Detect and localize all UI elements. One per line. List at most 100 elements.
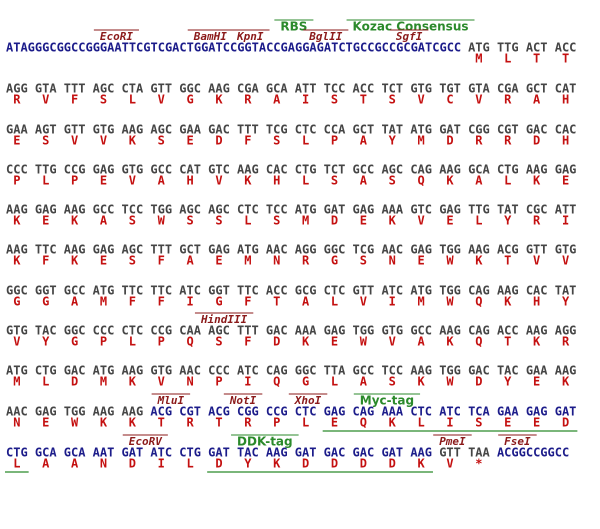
codon: CGG: [237, 405, 259, 419]
codon: CAG: [468, 324, 490, 338]
feature-tag: Myc-tag: [360, 394, 414, 408]
codon: GCT: [353, 123, 375, 137]
amino-acid: A: [71, 295, 79, 309]
amino-acid: K: [475, 254, 483, 268]
restriction-site: NotI: [229, 394, 257, 407]
codon: TGG: [64, 405, 86, 419]
codon: GTG: [6, 324, 28, 338]
codon: CGG: [468, 123, 490, 137]
codon: AGC: [208, 324, 230, 338]
codon: CAG: [266, 364, 288, 378]
codon: TTC: [150, 284, 172, 298]
codon: ATT: [295, 82, 317, 96]
amino-acid: V: [71, 134, 78, 148]
codon: TCT: [381, 82, 403, 96]
amino-acid: L: [129, 93, 136, 107]
codon: AAG: [439, 163, 461, 177]
amino-acid: D: [273, 335, 280, 349]
codon: GAG: [526, 405, 548, 419]
codon: GAA: [179, 123, 201, 137]
amino-acid: P: [331, 134, 338, 148]
codon: AGC: [381, 163, 403, 177]
feature-tag: DDK-tag: [237, 435, 293, 449]
codon: TGG: [439, 243, 461, 257]
codon: GTA: [35, 82, 57, 96]
amino-acid: L: [244, 214, 251, 228]
codon: ATC: [439, 405, 461, 419]
codon: TTC: [237, 284, 259, 298]
amino-acid: E: [331, 416, 338, 430]
amino-acid: A: [273, 93, 281, 107]
codon: GGC: [179, 82, 201, 96]
codon: CTC: [410, 405, 432, 419]
codon: GTG: [150, 364, 172, 378]
amino-acid: Q: [273, 375, 280, 389]
amino-acid: F: [158, 254, 165, 268]
amino-acid: M: [302, 214, 309, 228]
amino-acid: S: [389, 174, 396, 188]
codon: GAA: [6, 123, 28, 137]
amino-acid: K: [418, 457, 426, 471]
amino-acid: K: [504, 295, 512, 309]
amino-acid: K: [13, 214, 21, 228]
amino-acid: L: [331, 375, 338, 389]
amino-acid: V: [158, 375, 165, 389]
amino-acid: D: [533, 134, 540, 148]
amino-acid: T: [562, 52, 569, 66]
amino-acid: N: [13, 416, 20, 430]
codon: GGC: [324, 243, 346, 257]
amino-acid: S: [389, 93, 396, 107]
amino-acid: D: [215, 134, 222, 148]
amino-acid: D: [331, 214, 338, 228]
amino-acid: L: [504, 174, 511, 188]
codon: CTG: [295, 163, 317, 177]
codon: TCG: [353, 243, 375, 257]
codon: ACG: [208, 405, 230, 419]
codon: CTC: [237, 203, 259, 217]
codon: GGT: [208, 284, 230, 298]
codon: GAG: [439, 203, 461, 217]
amino-acid: L: [187, 457, 194, 471]
codon: AAG: [93, 405, 115, 419]
codon: AGC: [179, 203, 201, 217]
amino-acid: T: [273, 295, 280, 309]
codon: AAG: [122, 405, 144, 419]
codon: GGT: [35, 284, 57, 298]
codon: GAT: [439, 123, 461, 137]
codon: GAG: [324, 324, 346, 338]
amino-acid: W: [360, 335, 368, 349]
amino-acid: W: [158, 214, 166, 228]
codon: GTT: [150, 82, 172, 96]
amino-acid: E: [187, 134, 194, 148]
codon: GAT: [324, 203, 346, 217]
amino-acid: A: [360, 375, 368, 389]
codon: TGT: [439, 82, 461, 96]
amino-acid: W: [446, 254, 454, 268]
codon: AAG: [555, 364, 577, 378]
amino-acid: V: [389, 335, 396, 349]
amino-acid: A: [187, 254, 195, 268]
codon: GAC: [526, 123, 548, 137]
restriction-site: BamHI: [193, 30, 227, 43]
codon: GGC: [6, 284, 28, 298]
codon: TAT: [381, 123, 403, 137]
codon: GCA: [468, 163, 490, 177]
codon: CGT: [497, 123, 519, 137]
codon: ATT: [555, 203, 577, 217]
codon: AGC: [93, 82, 115, 96]
amino-acid: K: [533, 174, 541, 188]
codon: ACC: [353, 82, 375, 96]
amino-acid: R: [244, 416, 252, 430]
amino-acid: Q: [418, 174, 425, 188]
amino-acid: D: [302, 457, 309, 471]
codon: AAG: [6, 243, 28, 257]
codon: TAC: [35, 324, 57, 338]
codon: CTG: [497, 163, 519, 177]
amino-acid: V: [129, 174, 136, 188]
amino-acid: M: [100, 375, 107, 389]
codon: ATG: [93, 284, 115, 298]
codon: TTT: [237, 324, 259, 338]
amino-acid: Y: [504, 375, 512, 389]
amino-acid: I: [562, 214, 569, 228]
codon: GTG: [122, 163, 144, 177]
